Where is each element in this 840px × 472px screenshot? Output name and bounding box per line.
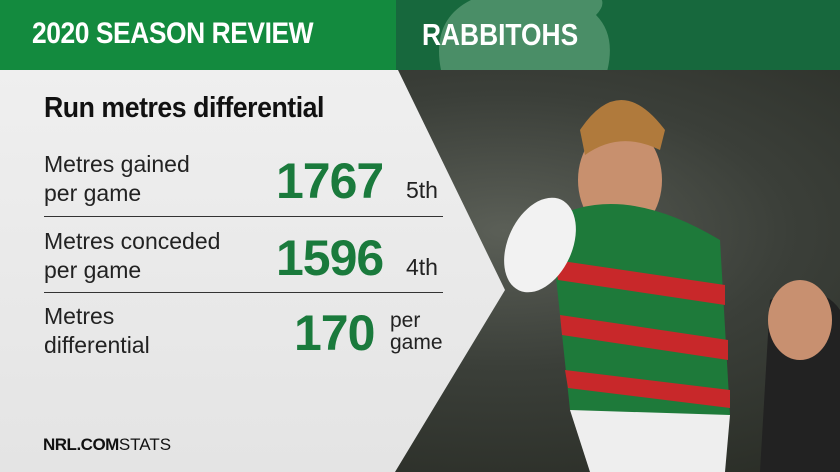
section-title: Run metres differential (44, 92, 324, 124)
header-title: 2020 SEASON REVIEW (32, 17, 314, 50)
divider (44, 292, 443, 293)
stat-label: per game (44, 257, 142, 283)
footer-brand: NRL.COMSTATS (43, 435, 171, 455)
stat-value: 170 (294, 305, 375, 361)
stat-row-metres-gained: Metres gained per game 1767 5th (44, 150, 444, 212)
stat-label: Metres (44, 303, 115, 329)
rabbit-logo-icon (439, 0, 610, 70)
stat-label: per game (44, 180, 142, 206)
stat-value: 1596 (276, 230, 384, 286)
stat-rank: 4th (406, 254, 438, 280)
stat-value: 1767 (276, 153, 384, 209)
stat-label: Metres conceded (44, 228, 221, 254)
stat-row-differential: Metres differential 170 per game (44, 302, 444, 364)
player-photo (504, 100, 840, 472)
divider (44, 216, 443, 217)
header-right: RABBITOHS (396, 0, 840, 70)
brand-suffix: STATS (118, 435, 172, 454)
brand-name: NRL.COM (43, 435, 119, 454)
stat-rank: 5th (406, 177, 438, 203)
team-name: RABBITOHS (422, 17, 579, 52)
stat-label: Metres gained (44, 151, 190, 177)
stat-row-metres-conceded: Metres conceded per game 1596 4th (44, 227, 444, 289)
unit-line: game (390, 331, 443, 354)
stats-panel (0, 70, 505, 472)
stat-unit: per game (390, 310, 443, 354)
stat-label: differential (44, 332, 150, 358)
unit-line: per (390, 309, 421, 332)
header-left: 2020 SEASON REVIEW (0, 0, 396, 70)
